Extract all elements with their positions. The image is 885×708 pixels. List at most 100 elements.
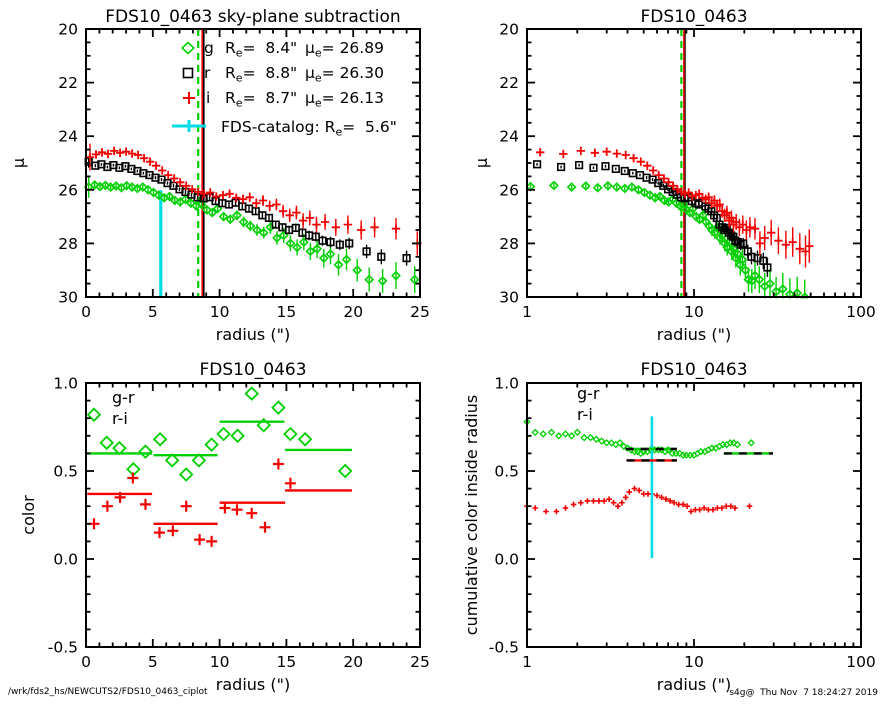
data-point-g-r xyxy=(164,453,180,468)
data-point-i xyxy=(206,188,215,197)
data-point-i xyxy=(722,208,732,217)
data-point-i xyxy=(602,147,611,156)
data-point-g xyxy=(580,181,591,191)
data-point-r-i xyxy=(606,496,612,502)
axes-frame xyxy=(85,28,421,298)
title-mu-log: FDS10_0463 xyxy=(640,7,747,27)
data-point-g xyxy=(143,184,154,195)
title-color-profile: FDS10_0463 xyxy=(199,360,306,380)
data-point-g-r xyxy=(719,440,727,449)
legend-re-i: Re= 8.7" xyxy=(225,89,297,110)
data-point-i xyxy=(97,148,107,157)
xlabel-top-left: radius (") xyxy=(216,325,290,344)
data-point-i xyxy=(272,200,281,209)
xlabel-top-right: radius (") xyxy=(657,325,731,344)
data-point-g xyxy=(318,253,329,264)
data-point-i xyxy=(91,150,101,159)
x-tick-label: 10 xyxy=(210,653,230,671)
y-tick-label: 0.0 xyxy=(494,551,519,569)
legend-re-r: Re= 8.8" xyxy=(225,64,297,85)
data-point-g xyxy=(298,237,309,248)
y-tick-label: 1.0 xyxy=(53,375,78,393)
data-point-g xyxy=(164,191,175,202)
data-point-r xyxy=(407,158,414,165)
data-point-r xyxy=(430,258,437,265)
data-point-g-r xyxy=(216,426,231,442)
data-point-g xyxy=(436,283,444,291)
data-point-r-i xyxy=(636,487,642,494)
x-tick-label: 15 xyxy=(277,303,297,321)
data-point-i xyxy=(188,185,197,194)
ylabel-mu-right: μ xyxy=(472,158,491,168)
panel-mu-log: 1 10 100 20 22 24 26 28 30 xyxy=(407,21,876,322)
x-tick-label: 1 xyxy=(522,303,532,321)
data-point-g xyxy=(292,242,303,253)
legend-g-r-br: g-r xyxy=(577,384,600,403)
data-point-i xyxy=(738,220,747,229)
data-point-i xyxy=(298,216,308,225)
data-point-r xyxy=(532,160,542,169)
data-point-i xyxy=(232,193,241,202)
legend-fds-catalog: FDS-catalog: Re= 5.6" xyxy=(221,118,397,139)
data-point-r xyxy=(763,263,772,272)
y-tick-label: 30 xyxy=(499,289,519,307)
data-point-r-i xyxy=(284,477,296,489)
data-point-i xyxy=(767,228,776,237)
data-point-g-r xyxy=(607,439,616,447)
data-point-g-r xyxy=(747,439,755,447)
data-point-g xyxy=(675,200,685,211)
data-point-g xyxy=(212,203,223,214)
x-tick-label: 5 xyxy=(148,653,158,671)
data-point-g xyxy=(100,180,111,191)
data-point-r-i xyxy=(671,499,677,506)
data-point-r-i xyxy=(680,501,686,508)
data-point-g-r xyxy=(191,453,207,468)
data-point-i xyxy=(715,200,724,209)
y-tick-label: 22 xyxy=(58,74,78,92)
data-point-i xyxy=(245,193,254,202)
x-tick-label: 1 xyxy=(522,653,532,671)
legend-mue-r: μe= 26.30 xyxy=(305,64,384,85)
data-point-i xyxy=(85,152,95,162)
data-point-i xyxy=(127,149,137,158)
data-point-g xyxy=(225,214,236,225)
y-tick-label: 0.0 xyxy=(53,551,78,569)
data-point-i xyxy=(805,241,814,251)
data-point-g xyxy=(153,190,164,201)
data-point-i xyxy=(603,238,611,246)
data-point-g xyxy=(771,286,782,297)
axes-frame xyxy=(526,28,862,298)
data-point-i xyxy=(536,148,545,157)
data-point-r-i xyxy=(728,503,734,509)
data-point-g xyxy=(127,182,138,193)
data-point-i xyxy=(556,241,564,249)
data-point-g xyxy=(777,284,788,294)
data-point-r xyxy=(326,238,335,247)
labels-layer: FDS10_0463 sky-plane subtraction FDS10_0… xyxy=(9,7,748,694)
data-point-i xyxy=(292,208,301,217)
data-point-g xyxy=(732,249,743,260)
data-point-g-r xyxy=(555,432,563,440)
data-point-g-r xyxy=(602,439,611,447)
data-point-i xyxy=(664,178,673,187)
legend-mue-g: μe= 26.89 xyxy=(305,39,384,60)
data-point-g-r xyxy=(586,433,595,442)
y-tick-label: 0.5 xyxy=(494,463,519,481)
y-tick-label: 30 xyxy=(58,289,78,307)
data-point-r xyxy=(620,166,629,176)
data-point-r xyxy=(574,161,584,170)
data-point-i xyxy=(357,225,366,235)
data-point-g xyxy=(650,192,661,203)
data-point-i xyxy=(305,213,314,223)
data-point-r-i xyxy=(663,496,669,502)
data-point-g xyxy=(207,207,218,218)
legend-mue-i: μe= 26.13 xyxy=(305,89,384,110)
y-tick-label: 28 xyxy=(499,235,519,253)
data-point-i xyxy=(703,247,711,255)
data-point-r xyxy=(589,163,598,172)
x-tick-label: 0 xyxy=(81,303,91,321)
plot-file-path: /wrk/fds2_hs/NEWCUTS2/FDS10_0463_ciplot xyxy=(8,687,208,697)
data-point-r-i xyxy=(631,485,638,492)
data-point-g xyxy=(89,180,100,190)
